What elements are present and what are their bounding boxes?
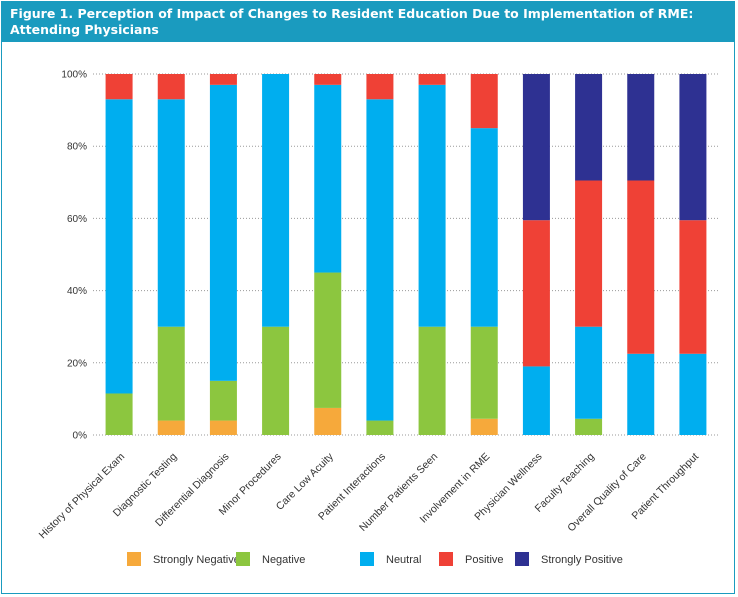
bar-segment-positive [314,74,342,85]
bar-segment-positive [575,180,603,327]
bar-segment-positive [366,74,394,100]
y-tick-label: 60% [67,214,87,225]
bar-segment-positive [679,220,707,354]
bar-segment-strongly-positive [679,74,707,221]
bar-segment-negative [366,420,394,435]
bar-segment-strongly-negative [314,407,342,435]
bar-segment-strongly-negative [157,420,185,435]
y-tick-label: 80% [67,142,87,153]
x-category-label: History of Physical Exam [37,450,128,541]
bar-segment-neutral [418,84,446,327]
bar-segment-strongly-negative [470,418,498,435]
legend-swatch [360,552,374,566]
bar-segment-strongly-positive [575,74,603,181]
bar-segment-neutral [575,326,603,419]
bar-segment-neutral [262,74,290,327]
bar-segment-positive [627,180,655,354]
bar-segment-positive [418,74,446,85]
bar-segment-strongly-negative [209,420,237,435]
y-tick-label: 100% [61,70,87,81]
bar-segment-negative [575,418,603,435]
bar-segment-negative [314,272,342,408]
bar-segment-neutral [470,128,498,327]
bar-segment-positive [105,74,133,100]
bar-segment-negative [209,380,237,421]
bar-segment-negative [262,326,290,435]
bar-segment-negative [105,393,133,435]
bar-segment-neutral [209,84,237,381]
title-bar: Figure 1. Perception of Impact of Change… [2,2,734,42]
bar-segment-strongly-positive [522,74,550,221]
bar-segment-neutral [522,366,550,435]
bar-segment-positive [157,74,185,100]
bar-segment-neutral [157,99,185,327]
figure-title: Figure 1. Perception of Impact of Change… [10,6,694,37]
bar-segment-neutral [627,353,655,435]
y-tick-label: 40% [67,286,87,297]
bar-segment-positive [522,220,550,367]
legend-label: Negative [262,554,305,566]
bar-segment-neutral [105,99,133,394]
bar-segment-negative [470,326,498,419]
legend-label: Positive [465,554,504,566]
bar-segment-positive [470,74,498,129]
bar-segment-neutral [314,84,342,273]
bar-segment-positive [209,74,237,85]
bar-segment-negative [418,326,446,435]
y-tick-label: 0% [73,431,88,442]
legend-label: Strongly Positive [541,554,623,566]
legend-swatch [127,552,141,566]
legend-swatch [236,552,250,566]
legend-label: Strongly Negative [153,554,240,566]
bar-segment-neutral [679,353,707,435]
legend-swatch [515,552,529,566]
y-tick-label: 20% [67,358,87,369]
bar-segment-neutral [366,99,394,421]
bar-segment-strongly-positive [627,74,655,181]
bar-segment-negative [157,326,185,421]
legend-swatch [439,552,453,566]
legend-label: Neutral [386,554,421,566]
